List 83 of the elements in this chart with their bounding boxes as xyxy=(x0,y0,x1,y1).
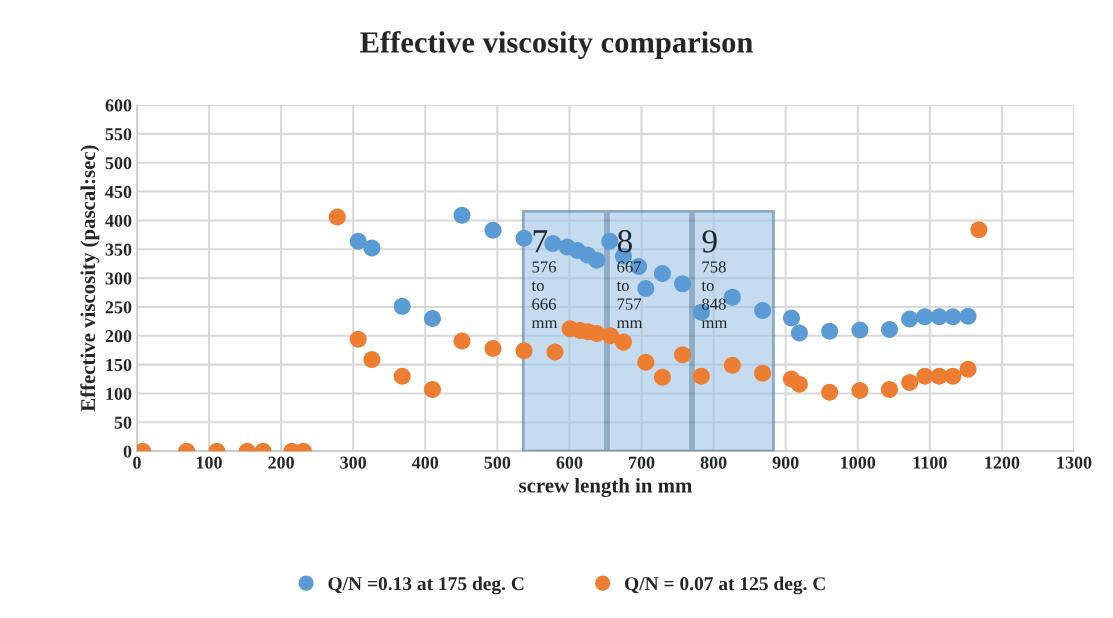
point xyxy=(453,206,471,224)
point xyxy=(880,380,899,398)
point xyxy=(637,353,655,371)
point xyxy=(901,310,919,328)
point xyxy=(393,367,411,385)
point xyxy=(637,279,655,297)
x-tick-label: 500 xyxy=(484,456,511,469)
x-tick-label: 1300 xyxy=(1057,456,1092,469)
legend-label: Q/N = 0.07 at 125 deg. C xyxy=(625,576,825,595)
point xyxy=(653,368,671,386)
point xyxy=(851,382,869,400)
band-label: 9 758 to 848 mm xyxy=(701,230,728,329)
y-tick-label: 500 xyxy=(105,157,132,170)
point xyxy=(821,383,839,401)
y-tick-label: 350 xyxy=(105,243,132,256)
point xyxy=(790,375,808,393)
point xyxy=(653,264,671,282)
point xyxy=(674,275,692,293)
y-tick-label: 0 xyxy=(123,445,132,458)
x-tick-label: 900 xyxy=(772,456,799,469)
x-tick-label: 0 xyxy=(133,456,141,469)
point xyxy=(515,229,533,247)
point xyxy=(588,251,606,269)
point xyxy=(602,327,620,345)
y-tick-label: 100 xyxy=(106,387,132,400)
legend-label: Q/N =0.13 at 175 deg. C xyxy=(328,576,524,595)
y-tick-label: 400 xyxy=(105,214,132,227)
point xyxy=(851,321,869,339)
point xyxy=(916,308,934,326)
point xyxy=(453,332,471,350)
point xyxy=(601,232,619,250)
y-tick-label: 200 xyxy=(105,330,132,343)
x-tick-label: 200 xyxy=(268,456,294,469)
point xyxy=(363,239,381,257)
x-tick-label: 400 xyxy=(411,456,439,469)
point xyxy=(754,301,772,319)
point xyxy=(484,221,502,239)
x-tick-label: 800 xyxy=(700,456,727,469)
point xyxy=(959,360,977,378)
point xyxy=(423,380,441,398)
point xyxy=(692,367,710,385)
x-tick-label: 700 xyxy=(629,456,655,469)
point xyxy=(959,307,977,325)
point xyxy=(821,322,839,340)
point xyxy=(515,342,533,360)
band-label: 7 576 to 666 mm xyxy=(531,230,558,329)
point xyxy=(754,364,772,382)
point xyxy=(484,339,502,357)
x-tick-label: 1100 xyxy=(913,456,947,469)
x-axis-title: screw length in mm xyxy=(519,477,693,497)
y-tick-label: 550 xyxy=(105,128,132,141)
point xyxy=(363,350,381,368)
point xyxy=(880,320,899,338)
point xyxy=(723,356,741,374)
y-tick-label: 150 xyxy=(106,358,132,372)
point xyxy=(901,374,919,392)
x-tick-label: 300 xyxy=(340,456,367,469)
point xyxy=(393,297,411,315)
point xyxy=(782,309,800,327)
x-tick-label: 600 xyxy=(556,456,583,469)
y-tick-label: 50 xyxy=(114,416,132,429)
point xyxy=(328,208,346,226)
x-tick-label: 1000 xyxy=(841,456,876,469)
point xyxy=(423,309,441,327)
point xyxy=(944,367,962,385)
point xyxy=(970,221,988,239)
x-tick-label: 100 xyxy=(196,456,222,469)
band-label: 8 667 to 757 mm xyxy=(616,230,643,329)
y-tick-label: 250 xyxy=(105,301,132,314)
point xyxy=(614,333,632,351)
point xyxy=(349,232,367,250)
y-axis-title: Effective viscosity (pascal:sec) xyxy=(80,145,100,412)
x-tick-label: 1200 xyxy=(985,456,1020,469)
y-tick-label: 300 xyxy=(105,272,132,285)
y-tick-label: 600 xyxy=(105,99,132,112)
chart-title: Effective viscosity comparison xyxy=(360,30,753,60)
point xyxy=(674,346,692,364)
point xyxy=(349,330,367,348)
point xyxy=(790,324,808,342)
point xyxy=(916,367,934,385)
y-tick-label: 450 xyxy=(105,185,132,199)
point xyxy=(944,308,962,326)
point xyxy=(546,343,564,361)
